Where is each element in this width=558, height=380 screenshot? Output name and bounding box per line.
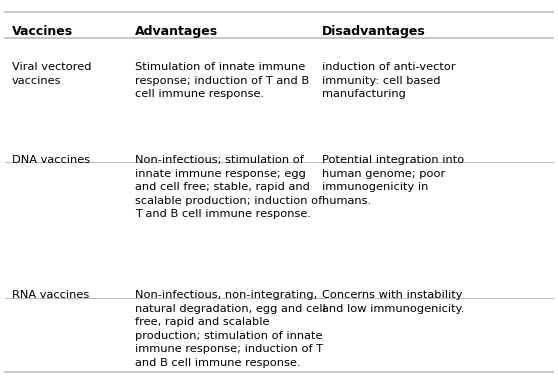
Text: DNA vaccines: DNA vaccines [12, 155, 90, 165]
Text: Viral vectored
vaccines: Viral vectored vaccines [12, 62, 92, 86]
Text: induction of anti-vector
immunity: cell based
manufacturing: induction of anti-vector immunity: cell … [322, 62, 456, 99]
Text: Stimulation of innate immune
response; induction of T and B
cell immune response: Stimulation of innate immune response; i… [135, 62, 309, 99]
Text: Disadvantages: Disadvantages [322, 25, 426, 38]
Text: Advantages: Advantages [135, 25, 218, 38]
Text: Vaccines: Vaccines [12, 25, 73, 38]
Text: Potential integration into
human genome; poor
immunogenicity in
humans.: Potential integration into human genome;… [322, 155, 464, 206]
Text: Concerns with instability
and low immunogenicity.: Concerns with instability and low immuno… [322, 290, 464, 314]
Text: RNA vaccines: RNA vaccines [12, 290, 89, 300]
Text: Non-infectious; stimulation of
innate immune response; egg
and cell free; stable: Non-infectious; stimulation of innate im… [135, 155, 323, 219]
Text: Non-infectious, non-integrating,
natural degradation, egg and cell
free, rapid a: Non-infectious, non-integrating, natural… [135, 290, 326, 368]
